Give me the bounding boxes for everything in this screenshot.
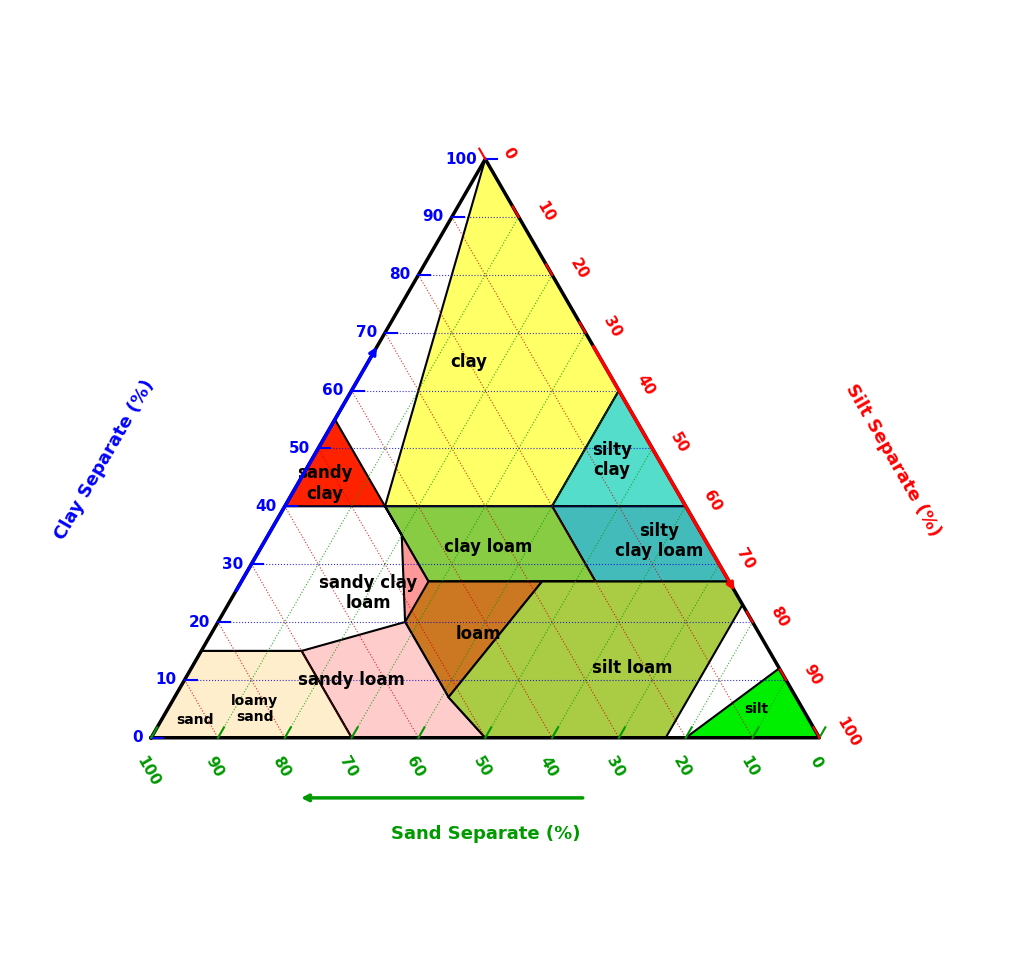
Polygon shape [385,159,618,506]
Polygon shape [552,391,686,506]
Text: 100: 100 [445,151,477,166]
Polygon shape [385,506,596,622]
Text: sandy
clay: sandy clay [297,464,352,502]
Text: 40: 40 [256,499,276,514]
Polygon shape [449,581,742,738]
Text: 70: 70 [355,325,377,340]
Text: silt: silt [743,701,768,716]
Text: loam: loam [456,624,502,643]
Text: silt loam: silt loam [592,659,673,677]
Text: Clay Separate (%): Clay Separate (%) [51,377,158,543]
Text: 80: 80 [269,754,293,781]
Text: 10: 10 [156,672,176,688]
Text: loamy
sand: loamy sand [231,694,279,724]
Text: 60: 60 [323,383,344,398]
Text: silty
clay: silty clay [592,441,632,480]
Text: 90: 90 [801,661,824,688]
Text: sand: sand [176,713,213,728]
Text: sandy clay
loam: sandy clay loam [319,573,418,613]
Text: 50: 50 [667,430,690,456]
Text: 40: 40 [537,754,560,781]
Text: 80: 80 [389,268,411,282]
Polygon shape [152,651,351,738]
Polygon shape [686,668,819,738]
Text: 90: 90 [423,209,443,225]
Text: 10: 10 [534,198,557,225]
Text: 80: 80 [767,604,791,629]
Polygon shape [285,419,385,506]
Text: 90: 90 [203,754,226,781]
Text: 70: 70 [337,754,360,781]
Text: 20: 20 [567,256,591,282]
Text: 100: 100 [133,754,162,789]
Polygon shape [385,506,596,581]
Text: clay: clay [451,353,487,370]
Polygon shape [552,506,729,581]
Text: 0: 0 [132,730,143,745]
Polygon shape [252,622,485,738]
Text: Silt Separate (%): Silt Separate (%) [842,381,944,539]
Polygon shape [406,581,596,698]
Text: 100: 100 [835,715,863,750]
Text: 30: 30 [604,754,628,781]
Text: 0: 0 [807,754,825,771]
Text: 70: 70 [734,546,758,572]
Text: 30: 30 [600,315,624,340]
Text: 50: 50 [470,754,494,781]
Text: sandy loam: sandy loam [298,671,406,689]
Text: silty
clay loam: silty clay loam [614,522,703,561]
Text: 40: 40 [634,372,657,399]
Text: 60: 60 [403,754,427,781]
Text: 0: 0 [500,146,518,162]
Polygon shape [152,651,301,738]
Text: 30: 30 [222,557,244,572]
Text: 60: 60 [700,488,724,514]
Text: 50: 50 [289,441,310,456]
Text: clay loam: clay loam [444,537,532,556]
Text: 20: 20 [671,754,694,781]
Text: 10: 10 [737,754,761,781]
Text: 20: 20 [188,615,210,629]
Text: Sand Separate (%): Sand Separate (%) [390,825,580,842]
